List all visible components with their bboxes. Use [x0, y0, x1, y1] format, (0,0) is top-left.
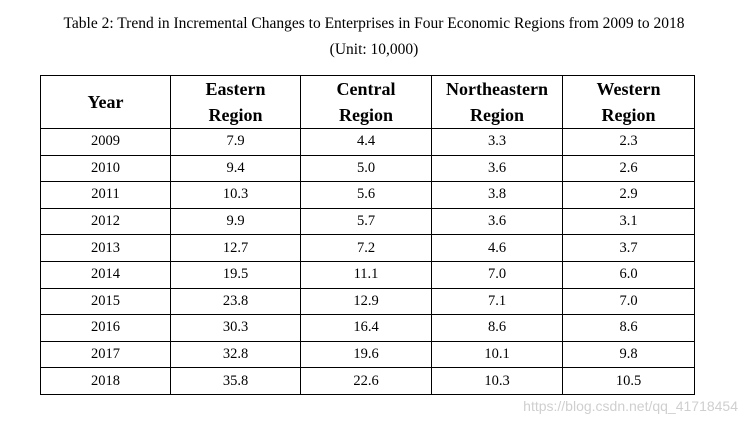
- cell-northeastern: 3.6: [431, 154, 563, 183]
- cell-eastern: 10.3: [170, 181, 301, 209]
- header-central-line1: Central: [336, 79, 396, 99]
- cell-northeastern: 7.1: [431, 287, 563, 316]
- cell-year: 2016: [40, 314, 171, 342]
- cell-year: 2010: [40, 154, 171, 183]
- cell-central: 4.4: [300, 128, 432, 156]
- header-year: Year: [40, 75, 171, 129]
- cell-northeastern: 8.6: [431, 314, 563, 342]
- table-row: 2011 10.3 5.6 3.8 2.9: [40, 181, 695, 209]
- cell-year: 2015: [40, 287, 171, 316]
- cell-western: 9.8: [562, 340, 695, 369]
- header-eastern-line2: Region: [208, 105, 263, 125]
- cell-northeastern: 10.1: [431, 340, 563, 369]
- cell-central: 16.4: [300, 314, 432, 342]
- cell-central: 5.7: [300, 207, 432, 236]
- cell-year: 2009: [40, 128, 171, 156]
- cell-eastern: 9.9: [170, 207, 301, 236]
- header-central-line2: Region: [339, 105, 393, 125]
- header-northeastern-region: Northeastern Region: [431, 75, 563, 129]
- table-unit-subtitle: (Unit: 10,000): [329, 41, 419, 58]
- header-year-label: Year: [87, 92, 124, 112]
- header-central-region: Central Region: [300, 75, 432, 129]
- cell-western: 8.6: [562, 314, 695, 342]
- table-row: 2009 7.9 4.4 3.3 2.3: [40, 128, 695, 156]
- cell-northeastern: 4.6: [431, 234, 563, 262]
- cell-central: 19.6: [300, 340, 432, 369]
- table-title: Table 2: Trend in Incremental Changes to…: [63, 15, 685, 32]
- table-row: 2018 35.8 22.6 10.3 10.5: [40, 367, 695, 395]
- table-row: 2017 32.8 19.6 10.1 9.8: [40, 340, 695, 369]
- cell-year: 2013: [40, 234, 171, 262]
- cell-western: 3.7: [562, 234, 695, 262]
- source-watermark: https://blog.csdn.net/qq_41718454: [523, 398, 738, 414]
- header-eastern-region: Eastern Region: [170, 75, 301, 129]
- cell-central: 12.9: [300, 287, 432, 316]
- cell-year: 2014: [40, 260, 171, 289]
- cell-year: 2018: [40, 367, 171, 395]
- cell-western: 10.5: [562, 367, 695, 395]
- cell-eastern: 32.8: [170, 340, 301, 369]
- cell-year: 2011: [40, 181, 171, 209]
- header-western-line2: Region: [601, 105, 656, 125]
- cell-eastern: 7.9: [170, 128, 301, 156]
- cell-western: 3.1: [562, 207, 695, 236]
- cell-western: 2.3: [562, 128, 695, 156]
- header-western-region: Western Region: [562, 75, 695, 129]
- table-row: 2016 30.3 16.4 8.6 8.6: [40, 314, 695, 342]
- cell-eastern: 35.8: [170, 367, 301, 395]
- cell-western: 6.0: [562, 260, 695, 289]
- cell-year: 2012: [40, 207, 171, 236]
- cell-central: 22.6: [300, 367, 432, 395]
- cell-western: 7.0: [562, 287, 695, 316]
- table-row: 2014 19.5 11.1 7.0 6.0: [40, 260, 695, 289]
- cell-eastern: 12.7: [170, 234, 301, 262]
- cell-eastern: 23.8: [170, 287, 301, 316]
- cell-eastern: 30.3: [170, 314, 301, 342]
- cell-central: 7.2: [300, 234, 432, 262]
- table-header-row: Year Eastern Region Central Region North…: [40, 75, 695, 129]
- table-row: 2013 12.7 7.2 4.6 3.7: [40, 234, 695, 262]
- header-northeastern-line2: Region: [470, 105, 524, 125]
- cell-central: 5.6: [300, 181, 432, 209]
- cell-northeastern: 3.6: [431, 207, 563, 236]
- cell-northeastern: 3.8: [431, 181, 563, 209]
- table-row: 2015 23.8 12.9 7.1 7.0: [40, 287, 695, 316]
- cell-northeastern: 3.3: [431, 128, 563, 156]
- cell-northeastern: 7.0: [431, 260, 563, 289]
- cell-year: 2017: [40, 340, 171, 369]
- cell-central: 11.1: [300, 260, 432, 289]
- header-northeastern-line1: Northeastern: [446, 79, 548, 99]
- cell-central: 5.0: [300, 154, 432, 183]
- region-data-table: Year Eastern Region Central Region North…: [40, 75, 695, 395]
- cell-western: 2.6: [562, 154, 695, 183]
- table-row: 2012 9.9 5.7 3.6 3.1: [40, 207, 695, 236]
- cell-northeastern: 10.3: [431, 367, 563, 395]
- cell-eastern: 19.5: [170, 260, 301, 289]
- table-row: 2010 9.4 5.0 3.6 2.6: [40, 154, 695, 183]
- cell-western: 2.9: [562, 181, 695, 209]
- header-eastern-line1: Eastern: [205, 79, 266, 99]
- header-western-line1: Western: [596, 79, 661, 99]
- cell-eastern: 9.4: [170, 154, 301, 183]
